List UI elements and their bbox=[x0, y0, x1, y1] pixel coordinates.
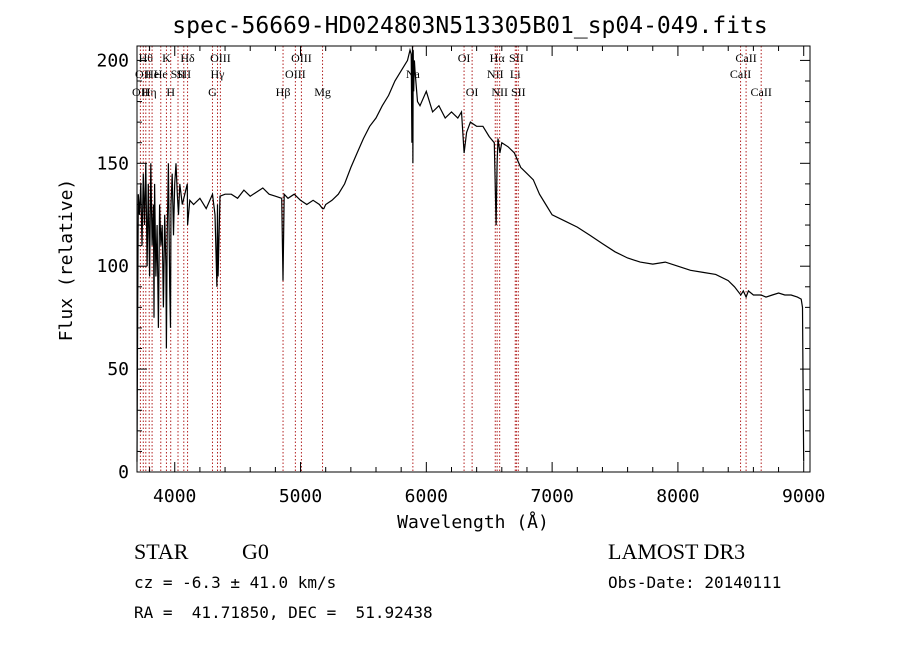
x-axis: 4000 5000 6000 7000 8000 9000 bbox=[149, 46, 825, 507]
x-tick-label: 6000 bbox=[405, 486, 448, 507]
x-tick-label: 9000 bbox=[782, 486, 825, 507]
survey-name: LAMOST DR3 bbox=[608, 539, 746, 564]
marker-label: OIII bbox=[210, 51, 231, 65]
marker-label: OII bbox=[135, 67, 152, 81]
y-axis: 0 50 100 150 200 bbox=[96, 50, 810, 483]
marker-label: SII bbox=[511, 85, 526, 99]
plot-frame bbox=[136, 45, 811, 473]
y-tick-label: 200 bbox=[96, 50, 129, 71]
marker-label: NII bbox=[491, 85, 508, 99]
marker-label: SII bbox=[509, 51, 524, 65]
marker-label: SII bbox=[171, 67, 186, 81]
marker-label: Hδ bbox=[180, 51, 195, 65]
chart-title: spec-56669-HD024803N513305B01_sp04-049.f… bbox=[172, 13, 767, 39]
marker-label: OII bbox=[132, 85, 149, 99]
marker-label: CaII bbox=[735, 51, 756, 65]
marker-label: Hβ bbox=[276, 85, 291, 99]
y-tick-label: 50 bbox=[107, 359, 129, 380]
marker-label: K bbox=[162, 51, 171, 65]
object-class: STAR bbox=[134, 539, 189, 564]
marker-label: Hη bbox=[142, 85, 157, 99]
x-tick-label: 7000 bbox=[530, 486, 573, 507]
marker-label: H bbox=[166, 85, 175, 99]
ra-dec: RA = 41.71850, DEC = 51.92438 bbox=[134, 603, 433, 622]
spectrum-series bbox=[136, 45, 805, 462]
marker-label: He bbox=[145, 67, 159, 81]
spectrum-chart: spec-56669-HD024803N513305B01_sp04-049.f… bbox=[56, 13, 825, 533]
marker-label: OI bbox=[466, 85, 479, 99]
x-tick-label: 4000 bbox=[153, 486, 196, 507]
marker-label: Li bbox=[510, 67, 521, 81]
marker-label: NII bbox=[487, 67, 504, 81]
marker-label: OI bbox=[458, 51, 471, 65]
y-tick-label: 100 bbox=[96, 256, 129, 277]
object-subclass: G0 bbox=[242, 539, 269, 564]
marker-label: He bbox=[154, 67, 168, 81]
y-axis-label: Flux (relative) bbox=[56, 179, 77, 342]
series-line-0 bbox=[136, 45, 805, 462]
redshift-cz: cz = -6.3 ± 41.0 km/s bbox=[134, 573, 337, 592]
y-tick-label: 0 bbox=[118, 462, 129, 483]
marker-label: Hα bbox=[490, 51, 506, 65]
marker-label: SII bbox=[176, 67, 191, 81]
x-tick-label: 5000 bbox=[279, 486, 322, 507]
marker-label: Mg bbox=[314, 85, 331, 99]
line-markers: OIIOIIHθHηHeHeKHSIISIIHδGHγOIIIHβOIIIOII… bbox=[132, 46, 772, 472]
x-axis-label: Wavelength (Å) bbox=[397, 511, 549, 533]
marker-label: G bbox=[208, 85, 217, 99]
marker-label: Hγ bbox=[211, 67, 226, 81]
marker-label: OIII bbox=[291, 51, 312, 65]
obs-date: Obs-Date: 20140111 bbox=[608, 573, 782, 592]
marker-label: OIII bbox=[285, 67, 306, 81]
marker-label: Hθ bbox=[139, 51, 154, 65]
marker-label: CaII bbox=[730, 67, 751, 81]
y-tick-label: 150 bbox=[96, 153, 129, 174]
marker-label: CaII bbox=[751, 85, 772, 99]
x-tick-label: 8000 bbox=[656, 486, 699, 507]
